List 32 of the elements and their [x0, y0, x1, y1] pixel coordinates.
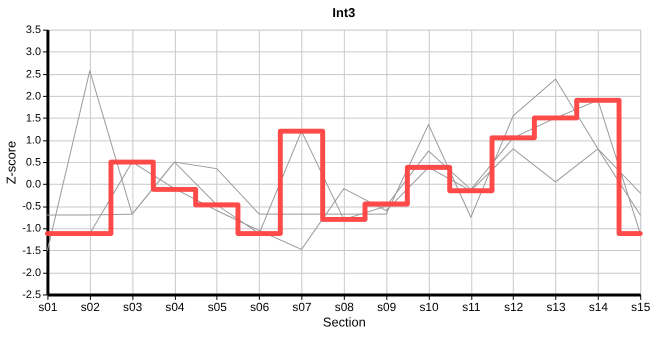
chart-title: Int3 — [332, 4, 356, 20]
y-tick-label: -1.0 — [22, 222, 42, 235]
x-tick-label: s12 — [504, 300, 524, 314]
y-tick-label: 2.5 — [26, 68, 42, 80]
x-tick-label: s03 — [123, 300, 143, 314]
y-tick-label: -0.5 — [22, 200, 42, 213]
y-tick-label: 3.0 — [26, 46, 42, 58]
x-axis-title: Section — [322, 314, 366, 330]
x-tick-label: s10 — [419, 300, 439, 314]
y-tick-label: 0.5 — [26, 156, 42, 169]
x-tick-label: s06 — [250, 300, 270, 314]
y-tick-label: -2.5 — [22, 288, 42, 301]
x-tick-label: s04 — [165, 300, 185, 314]
y-tick-label: -1.5 — [22, 244, 42, 257]
x-tick-label: s14 — [588, 300, 608, 314]
y-tick-label: -2.0 — [22, 266, 42, 279]
y-tick-label: 1.0 — [26, 134, 42, 146]
y-tick-label: 0.0 — [26, 178, 42, 191]
x-tick-label: s13 — [546, 300, 566, 314]
x-tick-label: s01 — [38, 300, 58, 314]
x-tick-label: s05 — [208, 300, 228, 314]
y-axis-title: Z-score — [3, 140, 18, 184]
y-tick-label: 2.0 — [26, 90, 42, 102]
x-tick-label: s11 — [462, 300, 481, 314]
y-tick-label: 1.5 — [26, 112, 42, 124]
x-tick-label: s15 — [631, 300, 651, 314]
x-tick-label: s07 — [292, 300, 312, 314]
x-tick-label: s09 — [377, 300, 397, 314]
x-tick-label: s08 — [334, 300, 354, 314]
line-series — [46, 70, 641, 251]
y-tick-label: 3.5 — [26, 24, 42, 36]
x-tick-label: s02 — [80, 300, 100, 314]
